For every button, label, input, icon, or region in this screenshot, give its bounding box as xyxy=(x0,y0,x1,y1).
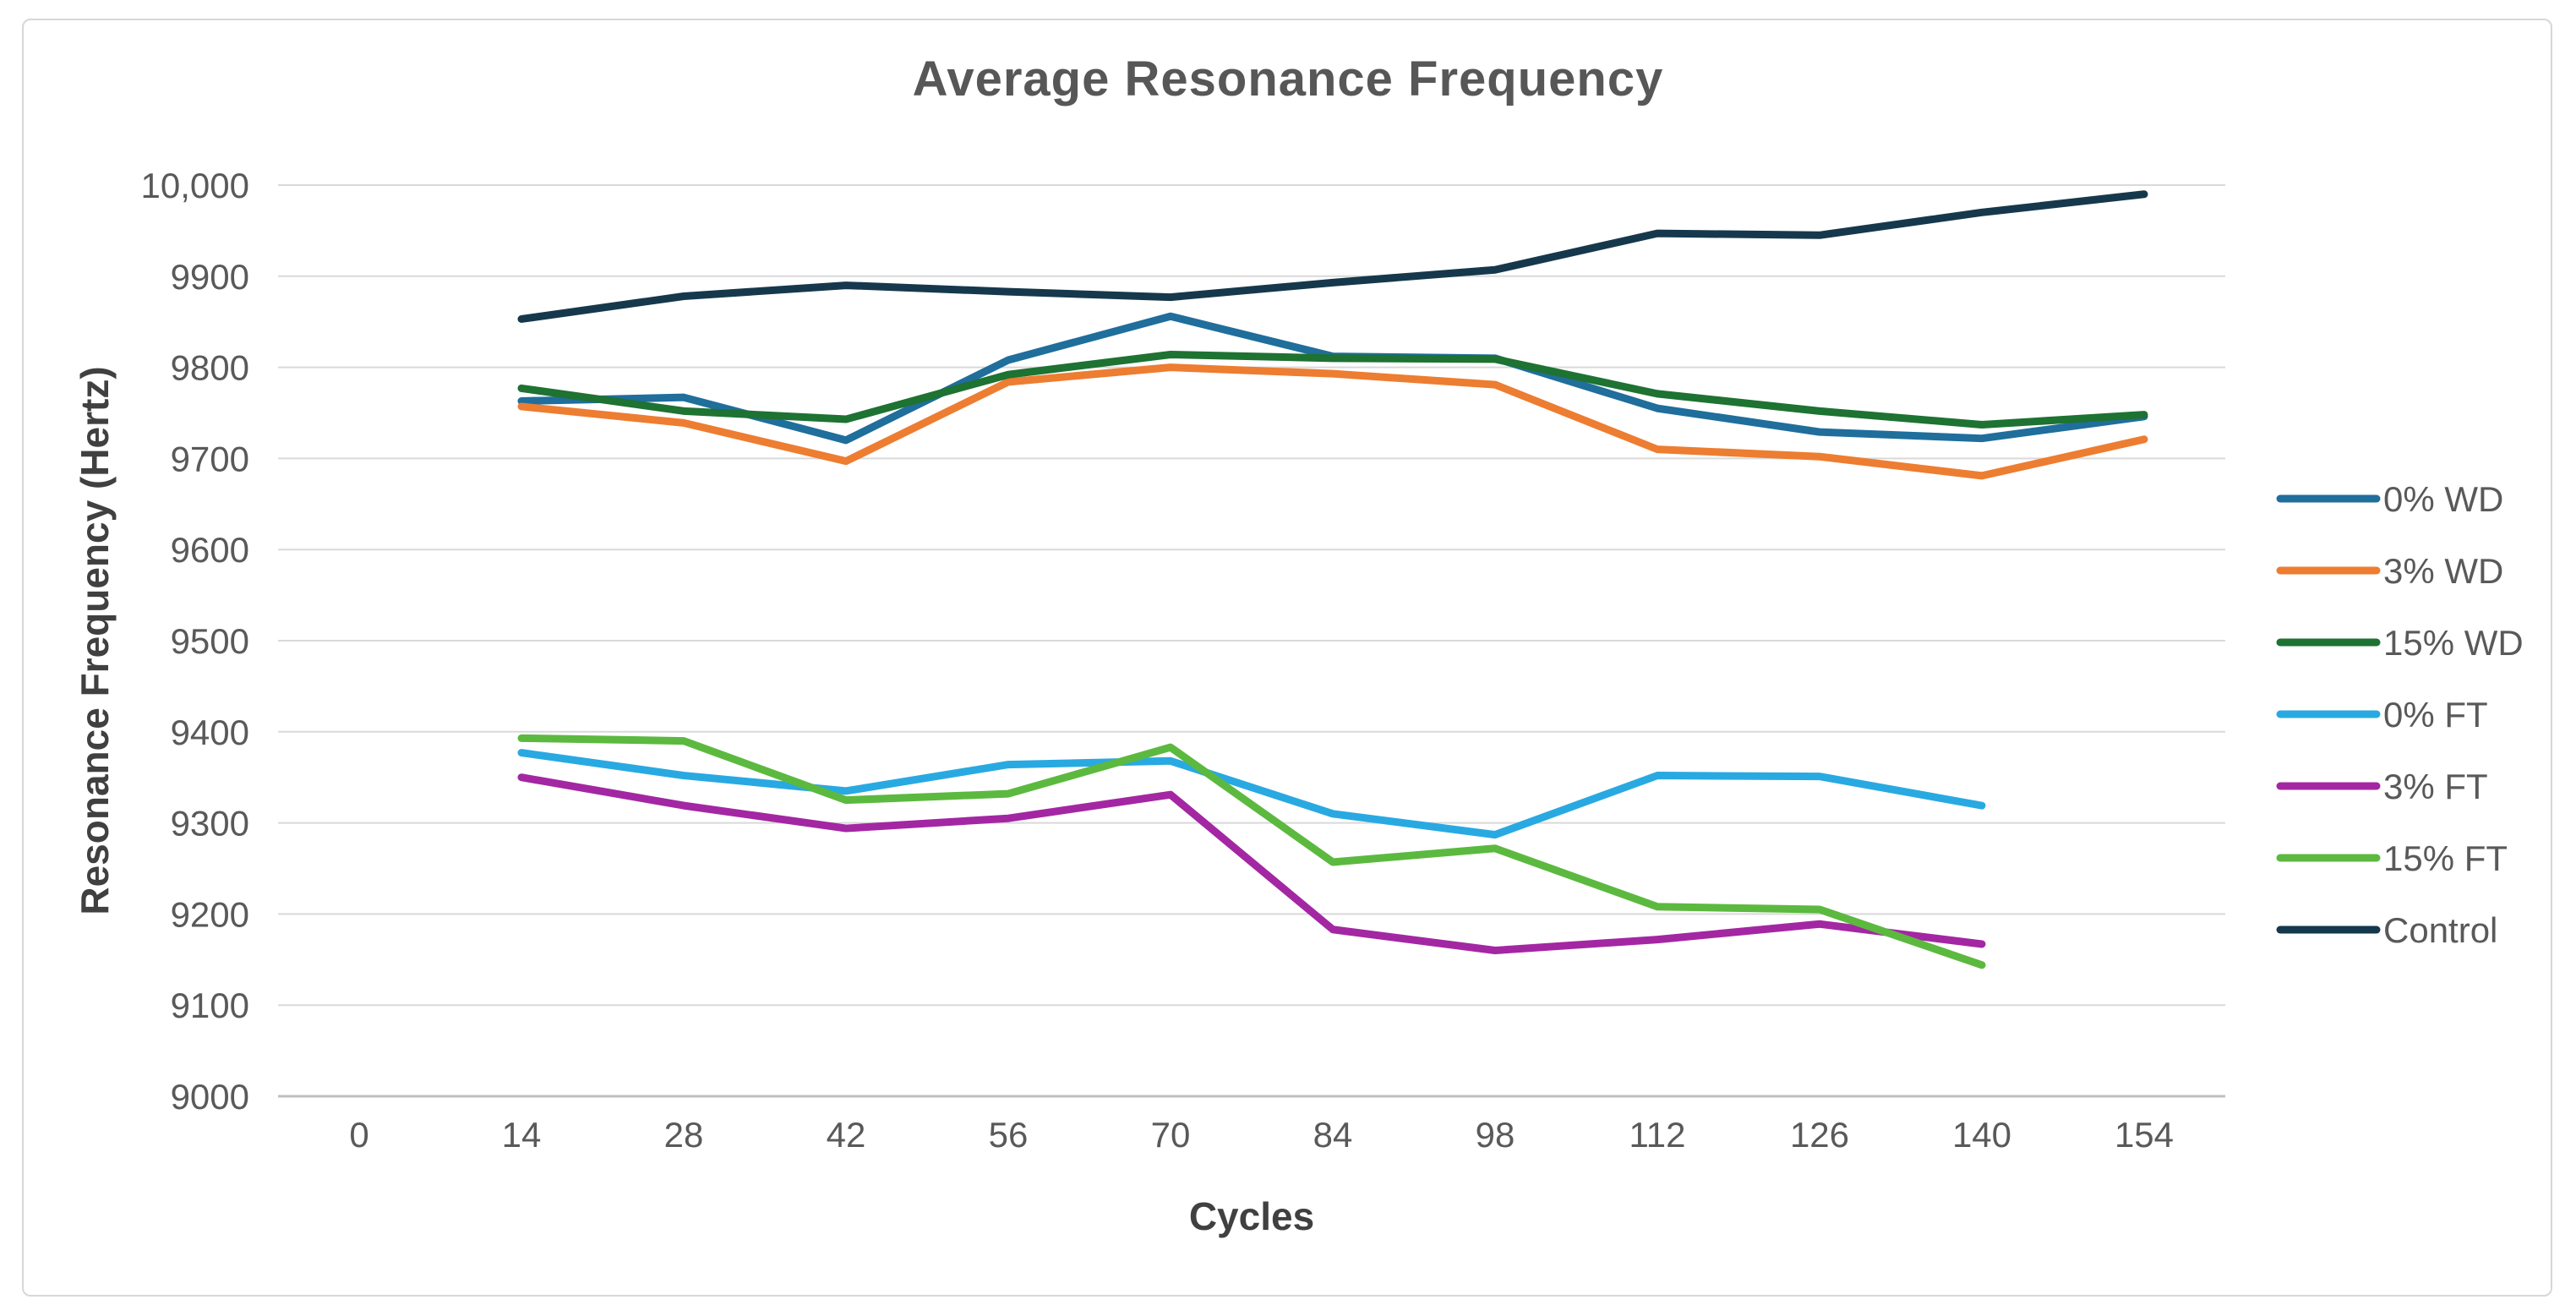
y-axis-title: Resonance Frequency (Hertz) xyxy=(73,366,117,915)
x-tick-label: 28 xyxy=(664,1115,704,1155)
legend-label: 15% WD xyxy=(2383,623,2524,663)
y-tick-label: 9900 xyxy=(171,257,249,297)
legend-label: 0% FT xyxy=(2383,695,2488,734)
gridlines-group xyxy=(278,184,2225,1098)
y-tick-label: 9600 xyxy=(171,530,249,570)
legend-item: 15% WD xyxy=(2276,623,2524,663)
x-tick-label: 98 xyxy=(1476,1115,1515,1155)
x-tick-label: 154 xyxy=(2115,1115,2174,1155)
y-tick-label: 9500 xyxy=(171,621,249,661)
legend-item: Control xyxy=(2276,910,2497,950)
legend-group: 0% WD 3% WD 15% WD 0% FT 3% FT 15% FT Control xyxy=(2276,479,2524,950)
y-tick-label: 9000 xyxy=(171,1077,249,1117)
legend-item: 3% FT xyxy=(2276,767,2488,806)
legend-item: 0% FT xyxy=(2276,695,2488,734)
x-axis-title: Cycles xyxy=(1188,1194,1315,1238)
y-tick-label: 9200 xyxy=(171,894,249,934)
x-tick-label: 112 xyxy=(1629,1115,1686,1155)
x-tick-label: 14 xyxy=(502,1115,542,1155)
legend-item: 15% FT xyxy=(2276,838,2508,878)
y-tick-label: 9800 xyxy=(171,348,249,388)
x-tick-label: 56 xyxy=(989,1115,1029,1155)
chart-card xyxy=(22,19,2552,1297)
series-line-control xyxy=(517,190,2148,323)
series-line-15-wd xyxy=(517,351,2148,429)
series-lines-group xyxy=(517,190,2148,969)
x-tick-label: 0 xyxy=(349,1115,368,1155)
y-tick-label: 9400 xyxy=(171,713,249,752)
y-tick-label: 10,000 xyxy=(141,166,249,205)
y-tick-label: 9700 xyxy=(171,439,249,478)
series-line-0-ft xyxy=(517,749,1986,839)
legend-label: Control xyxy=(2383,910,2497,950)
series-line-3-wd xyxy=(517,363,2148,480)
x-tick-label: 70 xyxy=(1151,1115,1191,1155)
x-tick-label: 140 xyxy=(1952,1115,2011,1155)
chart-title: Average Resonance Frequency xyxy=(912,52,1664,106)
y-tick-label: 9100 xyxy=(171,986,249,1025)
series-line-3-ft xyxy=(517,773,1986,955)
legend-item: 3% WD xyxy=(2276,551,2503,591)
y-tick-label: 9300 xyxy=(171,804,249,844)
legend-label: 3% FT xyxy=(2383,767,2488,806)
legend-label: 15% FT xyxy=(2383,838,2508,878)
x-tick-label: 84 xyxy=(1313,1115,1353,1155)
x-tick-label: 126 xyxy=(1790,1115,1849,1155)
x-tick-labels-group: 0 14 28 42 56 70 84 98 112 126 140 154 xyxy=(349,1115,2174,1155)
x-tick-label: 42 xyxy=(827,1115,866,1155)
legend-label: 3% WD xyxy=(2383,551,2503,591)
legend-item: 0% WD xyxy=(2276,479,2503,519)
series-line-15-ft xyxy=(517,734,1986,969)
y-tick-labels-group: 9000 9100 9200 9300 9400 9500 9600 9700 9800 9900… xyxy=(141,166,249,1117)
legend-label: 0% WD xyxy=(2383,479,2503,519)
